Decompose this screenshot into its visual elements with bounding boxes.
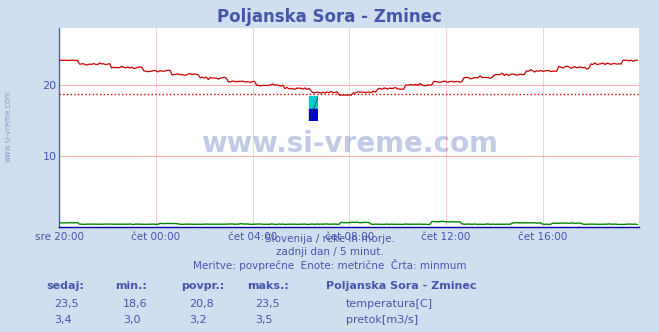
- Text: Poljanska Sora - Zminec: Poljanska Sora - Zminec: [217, 8, 442, 26]
- Text: 3,4: 3,4: [54, 315, 72, 325]
- Text: temperatura[C]: temperatura[C]: [346, 299, 433, 309]
- Text: Slovenija / reke in morje.: Slovenija / reke in morje.: [264, 234, 395, 244]
- Text: sedaj:: sedaj:: [46, 281, 84, 290]
- Text: www.si-vreme.com: www.si-vreme.com: [3, 90, 13, 162]
- Text: pretok[m3/s]: pretok[m3/s]: [346, 315, 418, 325]
- Text: min.:: min.:: [115, 281, 147, 290]
- Text: 3,2: 3,2: [189, 315, 207, 325]
- Text: povpr.:: povpr.:: [181, 281, 225, 290]
- Text: 3,5: 3,5: [255, 315, 273, 325]
- Text: 23,5: 23,5: [54, 299, 78, 309]
- Text: zadnji dan / 5 minut.: zadnji dan / 5 minut.: [275, 247, 384, 257]
- Text: maks.:: maks.:: [247, 281, 289, 290]
- Text: 20,8: 20,8: [189, 299, 214, 309]
- Text: www.si-vreme.com: www.si-vreme.com: [201, 130, 498, 158]
- Bar: [309, 109, 318, 121]
- Text: Poljanska Sora - Zminec: Poljanska Sora - Zminec: [326, 281, 476, 290]
- Text: Meritve: povprečne  Enote: metrične  Črta: minmum: Meritve: povprečne Enote: metrične Črta:…: [192, 259, 467, 271]
- Text: 3,0: 3,0: [123, 315, 141, 325]
- Text: 23,5: 23,5: [255, 299, 279, 309]
- Bar: [309, 96, 318, 109]
- Text: 18,6: 18,6: [123, 299, 148, 309]
